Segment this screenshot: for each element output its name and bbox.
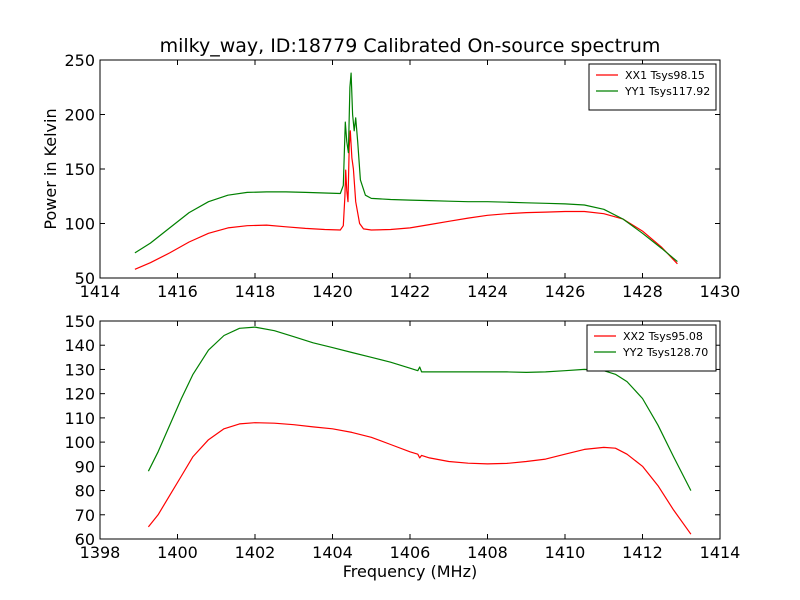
bottom-y-tick-label: 100 xyxy=(64,433,95,452)
bottom-legend-box xyxy=(586,324,717,372)
top-x-tick-label: 1426 xyxy=(545,282,586,301)
bottom-series-line-1 xyxy=(147,422,692,535)
top-x-tick-label: 1424 xyxy=(467,282,508,301)
bottom-x-tick-label: 1412 xyxy=(622,543,663,562)
y-axis-label: Power in Kelvin xyxy=(41,108,60,229)
bottom-x-tick-label: 1402 xyxy=(235,543,276,562)
top-y-tick-label: 100 xyxy=(64,215,95,234)
top-legend-label-2: YY1 Tsys117.92 xyxy=(624,85,710,98)
bottom-y-tick-label: 60 xyxy=(75,530,95,549)
top-panel: 1414 1416 1418 1420 1422 1424 1426 1428 1430 50 10… xyxy=(64,51,740,301)
bottom-x-tick-label: 1410 xyxy=(545,543,586,562)
top-legend-box xyxy=(588,63,717,111)
top-x-tick-label: 1430 xyxy=(700,282,741,301)
bottom-y-tick-label: 80 xyxy=(75,482,95,501)
top-x-tick-label: 1420 xyxy=(312,282,353,301)
top-x-tick-label: 1418 xyxy=(235,282,276,301)
bottom-y-tick-label: 150 xyxy=(64,312,95,331)
top-y-tick-label: 150 xyxy=(64,160,95,179)
top-y-tick-label: 250 xyxy=(64,51,95,70)
bottom-y-tick-label: 70 xyxy=(75,506,95,525)
top-x-tick-label: 1414 xyxy=(80,282,121,301)
figure-title: milky_way, ID:18779 Calibrated On-source… xyxy=(160,35,661,57)
top-x-tick-label: 1416 xyxy=(157,282,198,301)
bottom-y-tick-label: 120 xyxy=(64,385,95,404)
bottom-x-tick-label: 1404 xyxy=(312,543,353,562)
bottom-legend-label-1: XX2 Tsys95.08 xyxy=(623,330,703,343)
bottom-panel: 1398 1400 1402 1404 1406 1408 1410 1412 1414 60 70… xyxy=(64,312,740,562)
bottom-y-tick-label: 90 xyxy=(75,457,95,476)
top-x-tick-label: 1422 xyxy=(390,282,431,301)
bottom-y-tick-label: 130 xyxy=(64,360,95,379)
x-axis-label: Frequency (MHz) xyxy=(343,562,477,581)
bottom-y-tick-label: 110 xyxy=(64,409,95,428)
bottom-x-tick-label: 1414 xyxy=(700,543,741,562)
bottom-x-tick-label: 1408 xyxy=(467,543,508,562)
top-x-tick-label: 1428 xyxy=(622,282,663,301)
top-y-tick-label: 50 xyxy=(75,269,95,288)
bottom-x-tick-label: 1400 xyxy=(157,543,198,562)
bottom-x-tick-label: 1406 xyxy=(390,543,431,562)
top-y-tick-label: 200 xyxy=(64,106,95,125)
bottom-legend-label-2: YY2 Tsys128.70 xyxy=(622,346,708,359)
top-series-line-1 xyxy=(134,130,678,270)
top-legend-label-1: XX1 Tsys98.15 xyxy=(625,69,705,82)
top-series-line-2 xyxy=(134,72,678,263)
bottom-y-tick-label: 140 xyxy=(64,336,95,355)
bottom-x-tick-label: 1398 xyxy=(80,543,121,562)
